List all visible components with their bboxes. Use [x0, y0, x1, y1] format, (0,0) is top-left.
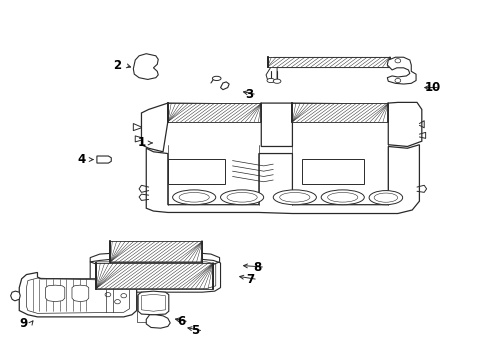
Ellipse shape	[220, 190, 263, 205]
Ellipse shape	[279, 193, 309, 202]
Text: 10: 10	[424, 81, 440, 94]
Ellipse shape	[373, 193, 397, 202]
Bar	[110, 242, 202, 262]
Polygon shape	[138, 291, 168, 315]
Text: 1: 1	[137, 136, 145, 149]
Polygon shape	[146, 315, 170, 328]
Polygon shape	[146, 145, 419, 213]
Text: 3: 3	[244, 88, 253, 101]
Polygon shape	[386, 57, 415, 84]
Ellipse shape	[266, 78, 274, 83]
Ellipse shape	[172, 190, 215, 205]
Ellipse shape	[321, 190, 364, 205]
Text: 8: 8	[253, 261, 261, 274]
Text: 5: 5	[191, 324, 199, 337]
Bar	[267, 57, 389, 67]
Polygon shape	[45, 285, 64, 302]
Ellipse shape	[368, 190, 402, 205]
Ellipse shape	[273, 79, 280, 83]
Ellipse shape	[179, 193, 209, 202]
Bar	[292, 103, 387, 122]
Ellipse shape	[226, 193, 257, 202]
Polygon shape	[167, 159, 225, 184]
Text: 2: 2	[113, 59, 122, 72]
Text: 9: 9	[19, 317, 27, 330]
Bar	[96, 263, 213, 289]
Polygon shape	[97, 156, 111, 163]
Ellipse shape	[327, 193, 357, 202]
Polygon shape	[302, 159, 364, 184]
Polygon shape	[90, 259, 220, 292]
Polygon shape	[133, 54, 158, 80]
Polygon shape	[19, 273, 137, 317]
Text: 7: 7	[245, 273, 254, 286]
Polygon shape	[11, 291, 20, 301]
Bar	[167, 103, 261, 122]
Polygon shape	[220, 82, 229, 90]
Ellipse shape	[273, 190, 316, 205]
Polygon shape	[72, 285, 89, 302]
Polygon shape	[134, 265, 210, 273]
Ellipse shape	[163, 267, 174, 271]
Text: 4: 4	[77, 153, 85, 166]
Text: 6: 6	[177, 315, 185, 328]
Polygon shape	[141, 102, 421, 152]
Ellipse shape	[212, 76, 221, 81]
